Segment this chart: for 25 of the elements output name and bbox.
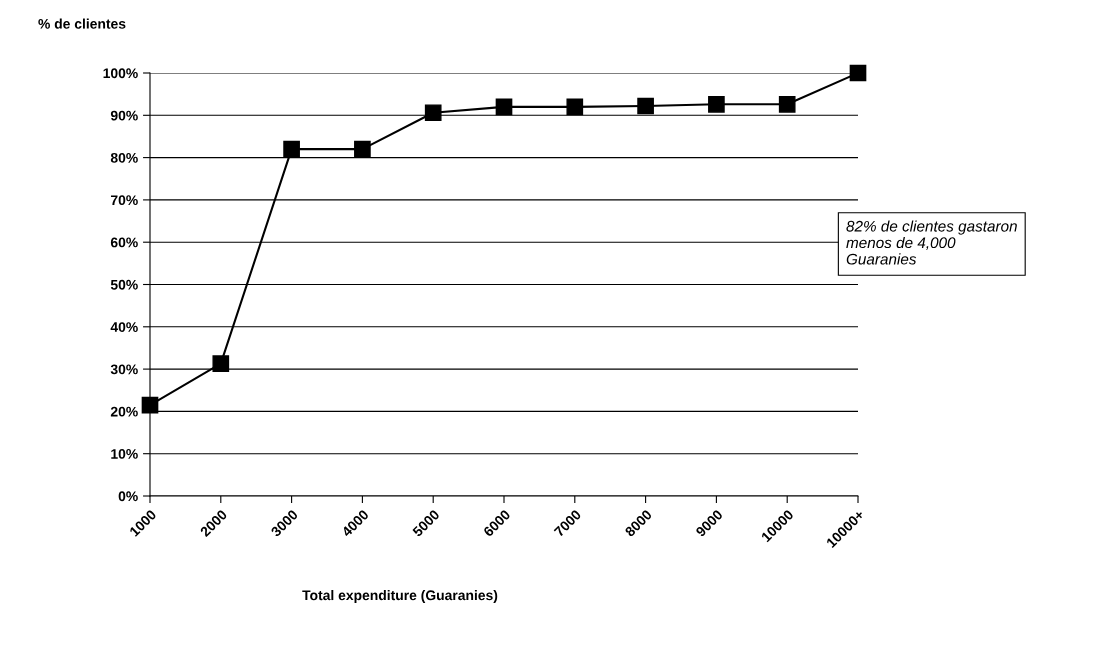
point xyxy=(708,95,725,113)
y-tick-label: 60% xyxy=(110,237,138,248)
y-tick-label: 80% xyxy=(110,152,138,163)
y-tick-label: 40% xyxy=(110,322,138,332)
point xyxy=(283,140,300,158)
point xyxy=(637,97,654,115)
y-tick-label: 100% xyxy=(103,68,138,79)
y-tick-label: 10% xyxy=(111,449,138,459)
point xyxy=(566,98,584,116)
y-tick-label: 0% xyxy=(118,491,138,502)
point xyxy=(141,396,159,414)
point xyxy=(778,95,796,113)
y-axis-title: % de clientes xyxy=(38,18,126,29)
y-tick-label: 20% xyxy=(110,406,138,417)
point xyxy=(212,355,230,372)
x-axis-title: Total expenditure (Guaranies) xyxy=(302,590,498,603)
point xyxy=(424,104,442,122)
y-tick-label: 30% xyxy=(110,364,138,375)
point xyxy=(849,64,867,82)
y-tick-label: 70% xyxy=(110,195,138,206)
y-tick-label: 50% xyxy=(110,279,138,290)
annotation: 82% de clientes gastaron menos de 4,000 Guaranies xyxy=(846,220,1017,265)
point xyxy=(495,98,513,116)
point xyxy=(354,140,371,158)
y-tick-label: 90% xyxy=(110,110,138,121)
